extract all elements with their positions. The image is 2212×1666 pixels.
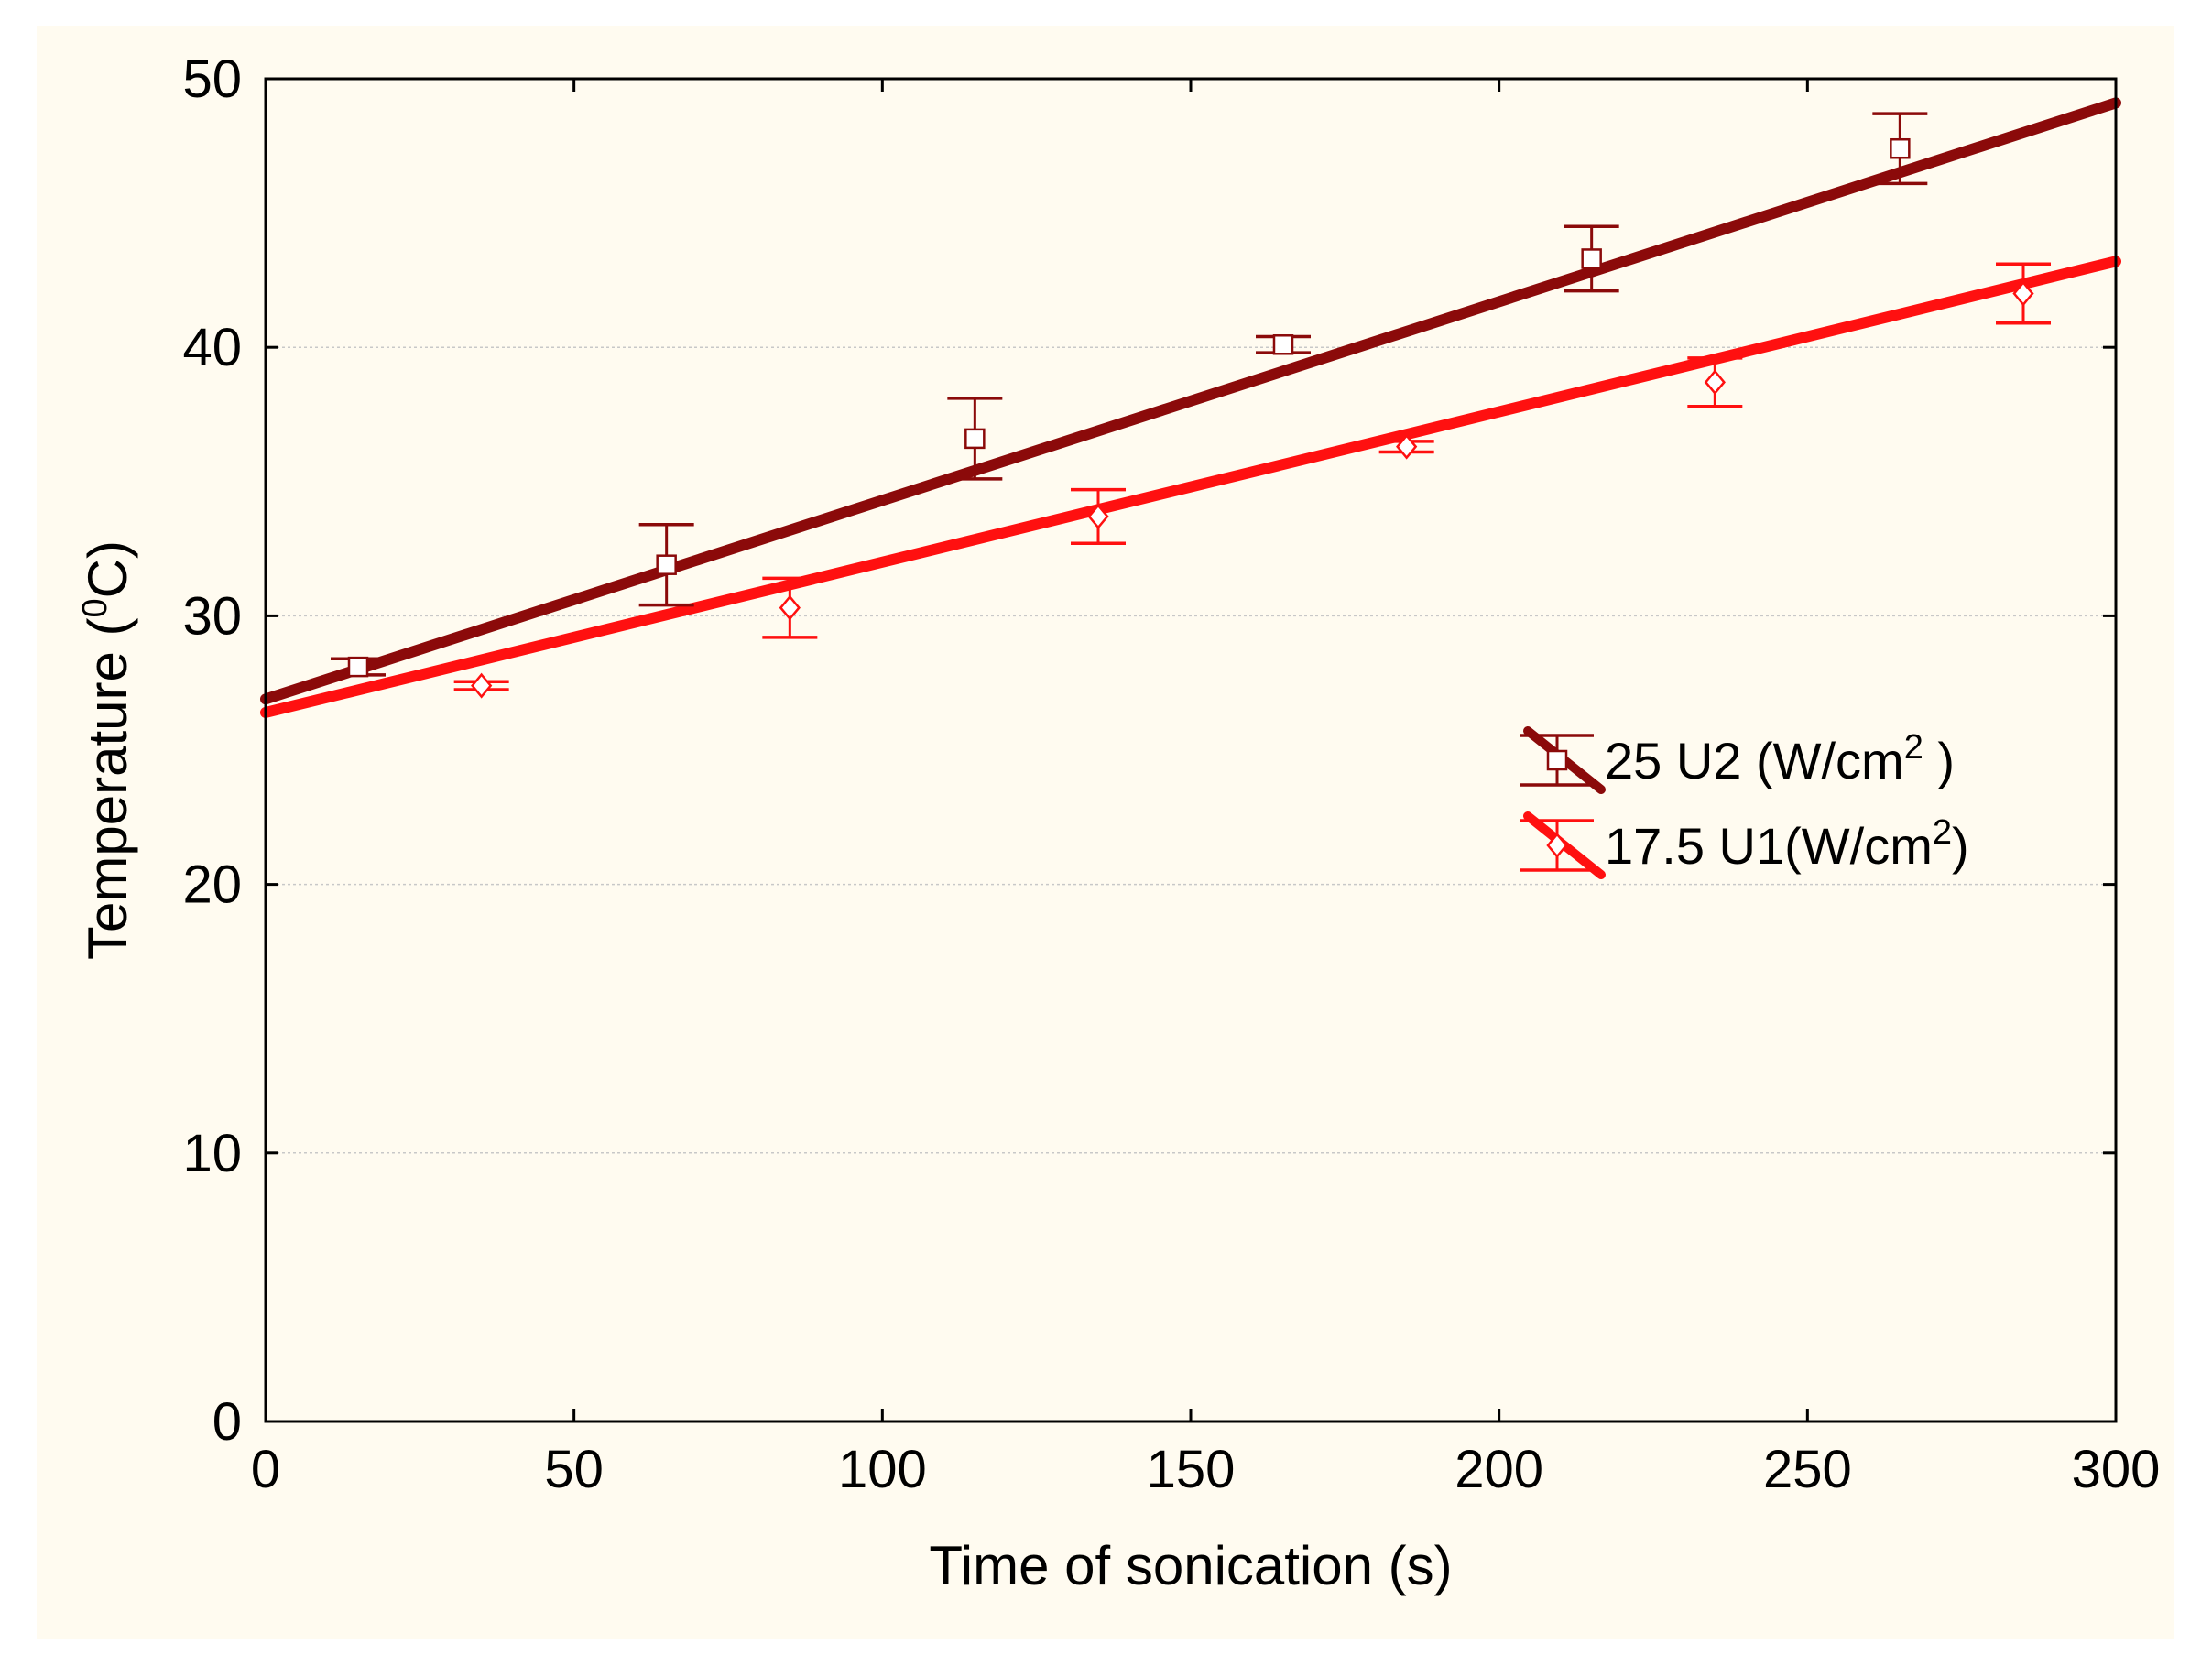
data-point-series-0-1 bbox=[638, 522, 694, 607]
x-tick-label-150: 150 bbox=[1147, 1440, 1236, 1499]
data-point-series-1-5 bbox=[1996, 262, 2051, 325]
y-tick-label-10: 10 bbox=[182, 1124, 242, 1183]
marker-square bbox=[347, 656, 369, 678]
y-tick-label-0: 0 bbox=[212, 1392, 242, 1452]
legend-item-17-5-u1: 17.5 U1(W/cm2) bbox=[1520, 811, 1969, 879]
legend-item-25-u2: 25 U2 (W/cm2 ) bbox=[1520, 726, 1955, 794]
marker-diamond bbox=[2012, 280, 2034, 307]
data-points bbox=[331, 112, 2051, 699]
data-point-series-0-0 bbox=[331, 656, 386, 678]
y-tick-label-20: 20 bbox=[182, 855, 242, 915]
legend-marker-0 bbox=[1546, 749, 1568, 771]
x-tick-label-50: 50 bbox=[544, 1440, 604, 1499]
data-point-series-1-3 bbox=[1378, 433, 1434, 460]
data-point-series-1-4 bbox=[1687, 356, 1743, 408]
figure-background bbox=[37, 26, 2174, 1639]
fit-line-series-0 bbox=[260, 97, 2121, 705]
x-tick-label-0: 0 bbox=[251, 1440, 280, 1499]
marker-square bbox=[656, 554, 677, 575]
x-tick-label-300: 300 bbox=[2072, 1440, 2161, 1499]
y-tick-label-30: 30 bbox=[182, 586, 242, 646]
gridlines bbox=[266, 346, 2116, 1154]
x-tick-label-200: 200 bbox=[1455, 1440, 1543, 1499]
marker-diamond bbox=[1704, 369, 1726, 396]
fit-lines bbox=[260, 97, 2121, 718]
marker-diamond bbox=[471, 672, 493, 699]
y-axis-title: Temperature (0C) bbox=[76, 540, 138, 960]
marker-square bbox=[964, 428, 986, 450]
legend-marker-1 bbox=[1546, 833, 1568, 858]
data-point-series-1-1 bbox=[762, 576, 818, 639]
axis-ticks bbox=[264, 77, 2118, 1423]
fit-line-series-1 bbox=[260, 256, 2121, 718]
data-point-series-1-0 bbox=[453, 672, 509, 699]
marker-square bbox=[1890, 137, 1911, 159]
data-point-series-0-4 bbox=[1564, 224, 1619, 293]
legend-label-17-5-u1: 17.5 U1(W/cm2) bbox=[1605, 813, 1969, 875]
data-point-series-0-3 bbox=[1256, 334, 1311, 355]
data-point-series-0-2 bbox=[947, 397, 1003, 481]
marker-square bbox=[1272, 334, 1294, 355]
marker-diamond bbox=[1087, 503, 1109, 529]
y-tick-label-40: 40 bbox=[182, 318, 242, 377]
x-axis-title: Time of sonication (s) bbox=[929, 1535, 1452, 1596]
x-tick-label-100: 100 bbox=[838, 1440, 927, 1499]
marker-diamond bbox=[779, 594, 801, 621]
marker-square bbox=[1581, 248, 1602, 269]
legend-label-25-u2: 25 U2 (W/cm2 ) bbox=[1605, 728, 1955, 789]
data-point-series-1-2 bbox=[1071, 487, 1126, 545]
legend: 25 U2 (W/cm2 ) 17.5 U1(W/cm2) bbox=[1520, 726, 1969, 879]
y-tick-label-50: 50 bbox=[182, 49, 242, 109]
x-tick-label-250: 250 bbox=[1763, 1440, 1852, 1499]
data-point-series-0-5 bbox=[1872, 112, 1928, 186]
marker-diamond bbox=[1396, 433, 1418, 460]
